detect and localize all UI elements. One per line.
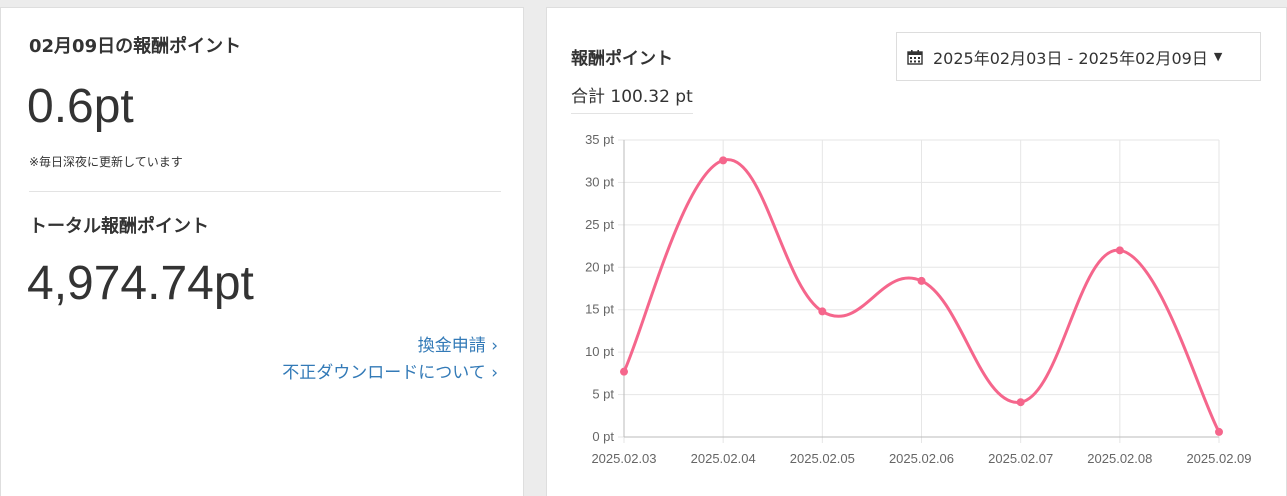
x-tick-label: 2025.02.08 (1087, 451, 1152, 466)
y-tick-label: 25 pt (585, 217, 614, 232)
y-tick-label: 5 pt (592, 387, 614, 402)
points-chart: 0 pt 5 pt 10 pt 15 pt 20 pt 25 pt 30 pt 35 pt 20… (585, 132, 1251, 466)
x-tick-label: 2025.02.05 (790, 451, 855, 466)
date-range-picker[interactable]: 2025年02月03日 - 2025年02月09日 ▼ (896, 32, 1261, 81)
data-point (719, 156, 728, 165)
caret-down-icon: ▼ (1213, 50, 1223, 63)
data-point (1215, 427, 1223, 436)
y-tick-label: 20 pt (585, 259, 614, 274)
chart-title: 報酬ポイント (571, 49, 673, 69)
total-points-value: 4,974.74pt (27, 257, 254, 310)
data-point (1115, 246, 1124, 255)
y-tick-label: 15 pt (585, 302, 614, 317)
daily-points-title: 02月09日の報酬ポイント (29, 36, 242, 57)
x-tick-label: 2025.02.03 (591, 451, 656, 466)
x-tick-label: 2025.02.04 (691, 451, 756, 466)
data-point (818, 307, 827, 316)
date-range-text: 2025年02月03日 - 2025年02月09日 (933, 48, 1208, 68)
y-tick-label: 35 pt (585, 132, 614, 147)
fraud-download-link[interactable]: 不正ダウンロードについて › (282, 363, 498, 383)
update-note: ※毎日深夜に更新しています (29, 155, 183, 169)
data-point (620, 367, 628, 376)
x-tick-label: 2025.02.06 (889, 451, 954, 466)
data-point (1016, 398, 1025, 407)
daily-points-value: 0.6pt (27, 80, 134, 133)
section-divider (29, 191, 501, 192)
x-tick-label: 2025.02.09 (1186, 451, 1251, 466)
chart-total-label: 合計 100.32 pt (571, 82, 693, 114)
y-tick-label: 30 pt (585, 174, 614, 189)
withdraw-link[interactable]: 換金申請 › (417, 336, 498, 356)
x-tick-label: 2025.02.07 (988, 451, 1053, 466)
y-tick-label: 0 pt (592, 429, 614, 444)
daily-points-card: 02月09日の報酬ポイント 0.6pt ※毎日深夜に更新しています トータル報酬… (0, 7, 524, 496)
total-points-title: トータル報酬ポイント (29, 216, 209, 237)
calendar-icon (907, 49, 923, 65)
points-chart-card: 0 pt 5 pt 10 pt 15 pt 20 pt 25 pt 30 pt 35 pt 20… (546, 7, 1287, 496)
data-point (917, 276, 926, 285)
y-tick-label: 10 pt (585, 344, 614, 359)
